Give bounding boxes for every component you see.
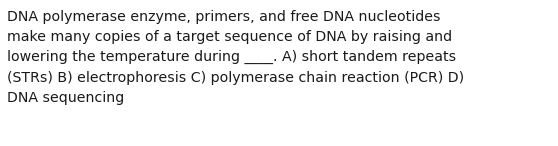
Text: DNA polymerase enzyme, primers, and free DNA nucleotides
make many copies of a t: DNA polymerase enzyme, primers, and free… — [7, 10, 464, 105]
